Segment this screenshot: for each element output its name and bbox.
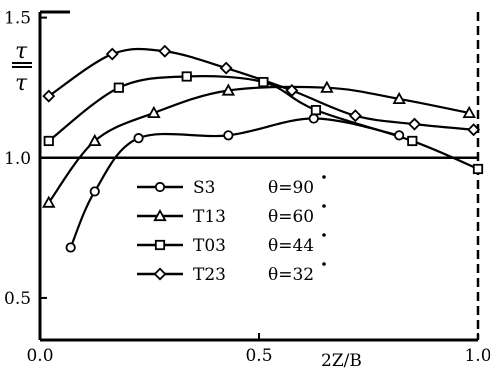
y-label-top: τ [15,39,28,64]
y-label-bottom: τ [15,71,28,96]
y-tick-label: 1.0 [4,149,31,169]
legend-label: T03 [193,236,226,256]
data-point-t23 [285,84,299,97]
data-point-t23 [105,47,119,61]
legend-marker-t13 [153,208,167,222]
data-point-t23 [158,44,172,58]
degree-mark [322,204,326,208]
data-point-t03 [310,105,322,116]
data-point-t03 [181,71,192,82]
legend-theta: θ=32 [268,265,314,285]
data-point-s3 [133,133,144,144]
legend-theta: θ=90 [268,178,314,198]
data-point-t03 [407,135,418,147]
legend-marker-t23 [153,267,167,281]
data-point-t23 [219,61,233,75]
data-point-s3 [89,186,100,197]
legend-label: S3 [193,178,215,198]
data-point-s3 [394,130,405,141]
y-tick-label: 1.5 [4,9,31,29]
y-tick-label: 0.5 [4,289,31,309]
data-point-t13 [221,83,236,96]
data-point-s3 [223,130,234,141]
data-point-s3 [65,242,76,253]
series-line-s3 [69,117,400,248]
data-point-t13 [88,133,102,147]
legend-theta: θ=60 [268,207,314,227]
legend-marker-s3 [154,181,166,193]
chart-legend: S3 θ=90 T13 θ=60 T03 θ=44 T23 θ=32 [137,175,326,285]
data-point-t23 [348,109,362,123]
x-tick-label: 1.0 [464,346,490,366]
data-point-t13 [462,105,476,119]
chart-series-markers [42,44,484,253]
data-point-t13 [42,195,56,208]
chart-ticks: 0.5 1.0 1.5 0.0 0.5 1.0 [4,9,490,366]
data-point-t23 [42,89,56,103]
series-line-t23 [48,47,474,131]
chart-axes [38,10,480,342]
legend-label: T13 [193,207,226,227]
data-point-t03 [258,76,269,88]
x-tick-label: 0.0 [26,346,53,366]
data-point-t23 [467,123,481,137]
data-point-t13 [320,80,334,93]
y-axis-label: τ τ [12,39,32,96]
data-point-t13 [147,105,161,119]
data-point-t13 [392,91,406,105]
data-point-t03 [472,163,484,175]
data-point-t23 [408,117,421,131]
data-point-t03 [43,135,54,147]
x-axis-label: 2Z/B [321,351,362,369]
data-point-t03 [113,82,124,93]
data-point-s3 [308,113,319,124]
degree-mark [322,262,326,266]
legend-theta: θ=44 [268,236,314,256]
x-tick-label: 0.5 [245,346,272,366]
degree-mark [322,175,326,179]
series-line-t13 [47,85,470,204]
degree-mark [322,233,326,237]
legend-marker-t03 [154,239,166,251]
legend-label: T23 [193,265,226,285]
